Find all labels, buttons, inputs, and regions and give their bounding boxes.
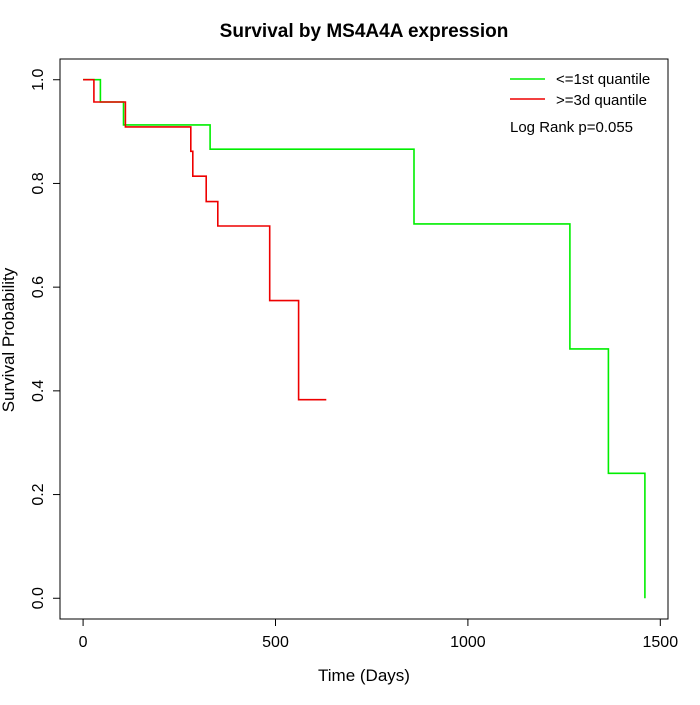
x-tick-label: 1000 [450, 634, 486, 651]
legend: <=1st quantile >=3d quantile Log Rank p=… [510, 71, 650, 136]
x-tick-label: 0 [79, 634, 88, 651]
y-tick-label: 0.4 [30, 380, 47, 402]
chart-title: Survival by MS4A4A expression [220, 21, 509, 42]
legend-label-low: <=1st quantile [556, 71, 650, 88]
legend-label-high: >=3d quantile [556, 92, 647, 109]
y-tick-label: 1.0 [30, 69, 47, 91]
x-axis: 0 500 1000 1500 [79, 619, 679, 651]
survival-curves [83, 78, 646, 599]
y-axis: 0.0 0.2 0.4 0.6 0.8 1.0 [30, 69, 60, 609]
y-tick-label: 0.2 [30, 483, 47, 505]
x-axis-label: Time (Days) [318, 666, 410, 685]
y-tick-label: 0.0 [30, 587, 47, 609]
x-tick-label: 500 [262, 634, 289, 651]
plot-frame [59, 58, 669, 620]
y-tick-label: 0.6 [30, 276, 47, 298]
log-rank-annotation: Log Rank p=0.055 [510, 119, 633, 136]
y-axis-label: Survival Probability [0, 267, 18, 412]
curve-low-expression [83, 78, 646, 599]
y-tick-label: 0.8 [30, 172, 47, 194]
curve-high-expression [83, 78, 327, 401]
x-tick-label: 1500 [643, 634, 679, 651]
